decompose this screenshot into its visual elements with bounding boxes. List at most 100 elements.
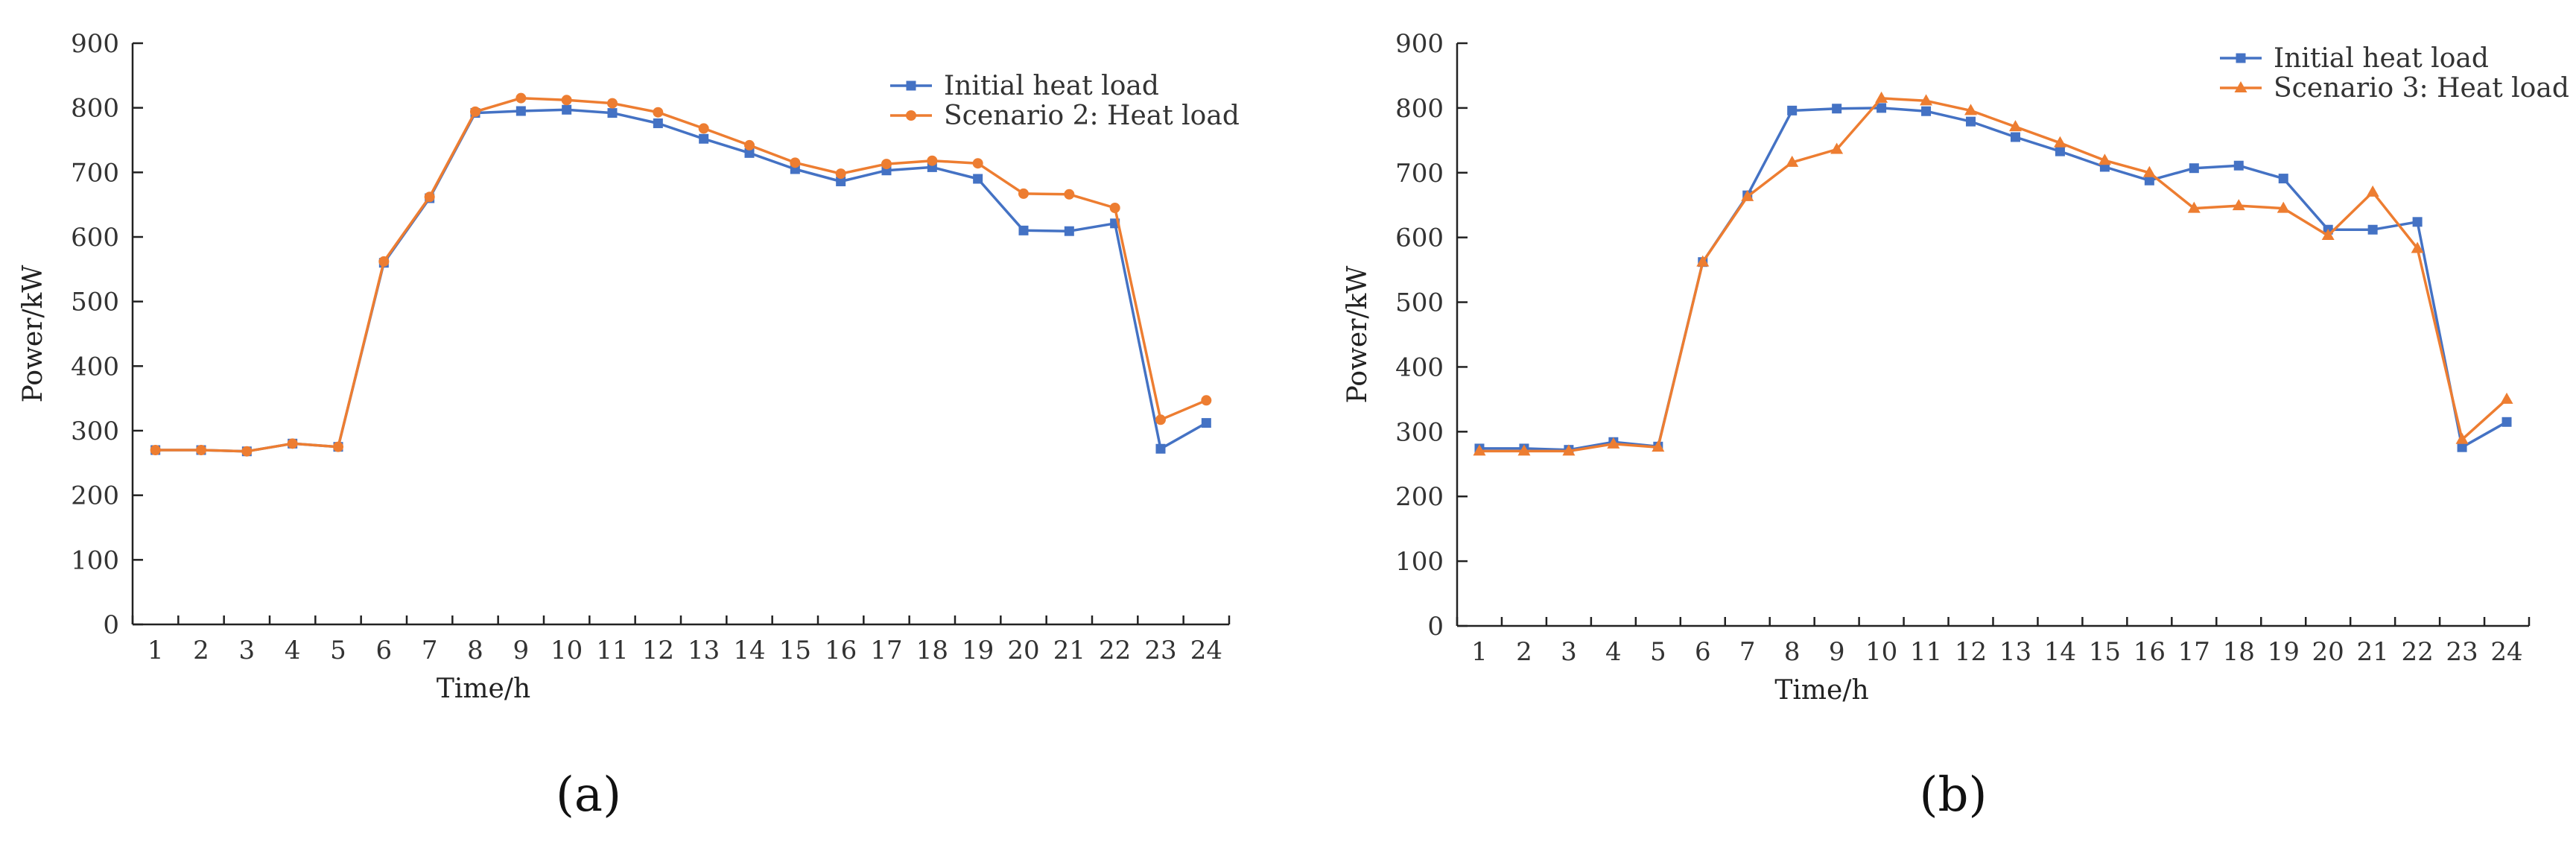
data-point-initial-heat-load	[2412, 217, 2423, 227]
x-tick-label: 19	[2268, 637, 2300, 667]
data-point-initial-heat-load	[836, 176, 846, 186]
x-axis-title-b: Time/h	[1774, 675, 1868, 706]
data-point-initial-heat-load	[515, 106, 526, 116]
y-tick-label: 400	[1395, 352, 1444, 382]
y-tick-label: 900	[1395, 29, 1444, 59]
data-point-scenario-2-heat-load	[607, 98, 618, 109]
data-point-initial-heat-load	[1201, 418, 1211, 428]
data-point-scenario-3-heat-load	[2366, 185, 2379, 197]
x-ticks-b: 1 2 3 4 5 6 7 8 9 10 11 12 13 14 15 16 17 18 19 20 21 22 23 24	[1456, 617, 2531, 667]
legend-marker	[2236, 53, 2246, 63]
data-point-initial-heat-load	[2189, 163, 2199, 174]
y-tick-label: 700	[1395, 159, 1444, 189]
x-tick-label: 2	[193, 636, 209, 665]
data-point-scenario-2-heat-load	[1064, 189, 1075, 200]
data-point-initial-heat-load	[653, 118, 663, 128]
x-tick-label: 1	[147, 636, 164, 665]
y-ticks-a: 0 100 200 300 400 500 600 700 800 900	[71, 29, 143, 640]
data-point-scenario-2-heat-load	[378, 256, 390, 267]
x-tick-label: 17	[870, 636, 902, 665]
data-point-scenario-2-heat-load	[835, 168, 846, 180]
data-point-scenario-3-heat-load	[2053, 136, 2066, 148]
series-line-initial-heat-load	[1479, 107, 2507, 452]
y-tick-label: 200	[1395, 482, 1444, 512]
data-point-initial-heat-load	[1155, 443, 1166, 454]
x-tick-label: 11	[1910, 637, 1942, 667]
data-point-scenario-2-heat-load	[424, 191, 435, 203]
x-tick-label: 4	[285, 636, 301, 665]
x-tick-label: 22	[1099, 636, 1131, 665]
x-tick-label: 16	[2134, 637, 2166, 667]
data-point-scenario-2-heat-load	[927, 155, 938, 166]
x-tick-label: 12	[642, 636, 674, 665]
data-point-scenario-3-heat-load	[1786, 155, 1799, 167]
data-point-scenario-2-heat-load	[972, 158, 983, 169]
data-point-scenario-3-heat-load	[1562, 444, 1576, 456]
series-initial-heat-load	[150, 104, 1211, 457]
x-tick-label: 23	[1144, 636, 1176, 665]
series-group-b	[1473, 91, 2513, 456]
data-point-scenario-3-heat-load	[2098, 153, 2111, 165]
data-point-scenario-2-heat-load	[196, 445, 206, 455]
y-tick-label: 600	[1395, 224, 1444, 253]
y-tick-label: 100	[1395, 547, 1444, 577]
x-tick-label: 3	[1561, 637, 1577, 667]
data-point-scenario-3-heat-load	[1875, 91, 1888, 103]
data-point-scenario-2-heat-load	[515, 92, 527, 104]
data-point-scenario-3-heat-load	[1830, 142, 1844, 154]
data-point-initial-heat-load	[1064, 226, 1074, 236]
data-point-initial-heat-load	[2502, 417, 2512, 427]
x-tick-label: 1	[1471, 637, 1488, 667]
x-tick-label: 20	[2312, 637, 2344, 667]
data-point-scenario-3-heat-load	[1920, 94, 1933, 106]
data-point-scenario-3-heat-load	[2321, 229, 2335, 241]
data-point-initial-heat-load	[607, 108, 618, 118]
data-point-scenario-2-heat-load	[150, 445, 161, 455]
data-point-scenario-3-heat-load	[1652, 440, 1665, 452]
data-point-initial-heat-load	[1832, 104, 1842, 114]
y-tick-label: 0	[1427, 612, 1444, 642]
data-point-scenario-3-heat-load	[1607, 437, 1620, 449]
data-point-scenario-3-heat-load	[2500, 392, 2513, 404]
data-point-scenario-2-heat-load	[744, 139, 755, 151]
series-scenario-3-heat-load	[1473, 91, 2513, 456]
data-point-scenario-3-heat-load	[2455, 432, 2469, 444]
data-point-scenario-2-heat-load	[561, 95, 572, 106]
y-tick-label: 800	[71, 94, 119, 124]
x-tick-label: 8	[1784, 637, 1801, 667]
x-tick-label: 7	[422, 636, 438, 665]
y-tick-label: 300	[71, 417, 119, 446]
y-tick-label: 100	[71, 545, 119, 575]
data-point-initial-heat-load	[2233, 160, 2244, 171]
data-point-scenario-3-heat-load	[2187, 201, 2201, 213]
x-tick-label: 4	[1605, 637, 1622, 667]
x-tick-label: 19	[962, 636, 994, 665]
x-tick-label: 10	[551, 636, 583, 665]
x-tick-label: 13	[1999, 637, 2031, 667]
legend-item-scenario-2-heat-load: Scenario 2: Heat load	[890, 101, 1240, 131]
y-tick-label: 500	[1395, 288, 1444, 318]
y-tick-label: 300	[1395, 417, 1444, 447]
data-point-scenario-2-heat-load	[287, 438, 298, 449]
x-tick-label: 14	[733, 636, 765, 665]
legend-label: Initial heat load	[2274, 43, 2489, 74]
x-tick-label: 5	[1650, 637, 1666, 667]
data-point-initial-heat-load	[1877, 103, 1887, 113]
y-tick-label: 400	[71, 352, 119, 382]
x-tick-label: 20	[1007, 636, 1039, 665]
series-group-a	[150, 92, 1212, 457]
x-tick-label: 24	[1190, 636, 1222, 665]
panel-label-b: (b)	[1920, 767, 1987, 823]
legend-label: Scenario 3: Heat load	[2274, 73, 2569, 104]
series-line-scenario-2-heat-load	[155, 96, 1207, 453]
data-point-scenario-3-heat-load	[1964, 104, 1978, 115]
data-point-scenario-2-heat-load	[1155, 414, 1166, 425]
data-point-scenario-2-heat-load	[1109, 203, 1120, 213]
legend-marker	[906, 80, 916, 91]
x-tick-label: 22	[2401, 637, 2433, 667]
x-tick-label: 6	[1695, 637, 1711, 667]
x-tick-label: 18	[2223, 637, 2255, 667]
